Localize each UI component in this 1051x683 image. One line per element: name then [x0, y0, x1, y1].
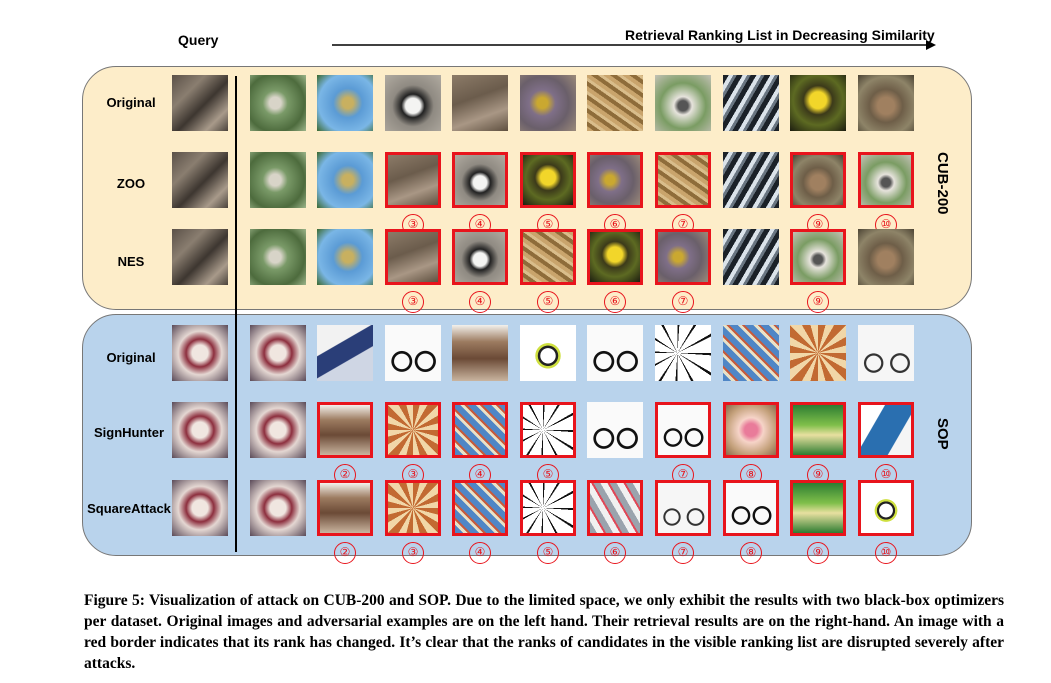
retrieval-image — [655, 229, 711, 285]
retrieval-image — [587, 402, 643, 458]
retrieval-image — [317, 152, 373, 208]
retrieval-image — [858, 325, 914, 381]
retrieval-image — [723, 402, 779, 458]
retrieval-image — [655, 325, 711, 381]
retrieval-image — [250, 75, 306, 131]
retrieval-image — [520, 402, 576, 458]
retrieval-image — [790, 325, 846, 381]
retrieval-image — [790, 402, 846, 458]
retrieval-image — [452, 480, 508, 536]
retrieval-image — [452, 325, 508, 381]
ranking-header: Retrieval Ranking List in Decreasing Sim… — [625, 27, 935, 43]
rank-badge: ⑦ — [672, 291, 694, 313]
retrieval-image — [790, 152, 846, 208]
query-divider — [235, 76, 237, 552]
row-label-cub-zoo: ZOO — [116, 176, 146, 191]
retrieval-image — [858, 75, 914, 131]
retrieval-image — [317, 402, 373, 458]
rank-badge: ⑤ — [537, 291, 559, 313]
retrieval-image — [317, 325, 373, 381]
figure-caption: Figure 5: Visualization of attack on CUB… — [84, 592, 1004, 672]
retrieval-image — [723, 229, 779, 285]
query-image — [172, 480, 228, 536]
retrieval-image — [317, 229, 373, 285]
query-image — [172, 402, 228, 458]
retrieval-image — [317, 480, 373, 536]
query-image — [172, 152, 228, 208]
query-image — [172, 229, 228, 285]
rank-badge: ③ — [402, 542, 424, 564]
retrieval-image — [858, 480, 914, 536]
retrieval-image — [250, 229, 306, 285]
retrieval-image — [655, 480, 711, 536]
row-label-cub-nes: NES — [117, 254, 145, 269]
retrieval-image — [250, 480, 306, 536]
retrieval-image — [317, 75, 373, 131]
row-label-cub-original: Original — [106, 95, 156, 110]
retrieval-image — [385, 480, 441, 536]
rank-badge: ⑨ — [807, 542, 829, 564]
rank-badge: ② — [334, 542, 356, 564]
rank-badge: ⑧ — [740, 542, 762, 564]
query-image — [172, 75, 228, 131]
retrieval-image — [790, 480, 846, 536]
rank-badge: ⑨ — [807, 291, 829, 313]
retrieval-image — [452, 229, 508, 285]
row-label-sop-signhunter: SignHunter — [93, 425, 165, 440]
retrieval-image — [655, 75, 711, 131]
retrieval-image — [790, 229, 846, 285]
retrieval-image — [723, 152, 779, 208]
row-label-sop-original: Original — [106, 350, 156, 365]
row-label-sop-squareattack: SquareAttack — [87, 501, 171, 516]
rank-badge: ⑤ — [537, 542, 559, 564]
retrieval-image — [587, 325, 643, 381]
retrieval-image — [520, 75, 576, 131]
retrieval-image — [587, 229, 643, 285]
retrieval-image — [520, 325, 576, 381]
retrieval-image — [858, 152, 914, 208]
retrieval-image — [587, 75, 643, 131]
retrieval-image — [452, 402, 508, 458]
retrieval-image — [655, 402, 711, 458]
query-header: Query — [178, 32, 219, 48]
retrieval-image — [385, 75, 441, 131]
rank-badge: ⑥ — [604, 291, 626, 313]
rank-badge: ⑥ — [604, 542, 626, 564]
retrieval-image — [250, 402, 306, 458]
rank-badge: ④ — [469, 542, 491, 564]
retrieval-image — [587, 480, 643, 536]
retrieval-image — [723, 480, 779, 536]
rank-badge: ③ — [402, 291, 424, 313]
retrieval-image — [385, 402, 441, 458]
dataset-label-cub-200: CUB-200 — [934, 152, 951, 215]
retrieval-image — [520, 229, 576, 285]
rank-badge: ⑩ — [875, 542, 897, 564]
retrieval-image — [723, 75, 779, 131]
retrieval-image — [452, 152, 508, 208]
retrieval-image — [250, 152, 306, 208]
retrieval-image — [858, 229, 914, 285]
retrieval-image — [655, 152, 711, 208]
retrieval-image — [520, 480, 576, 536]
query-image — [172, 325, 228, 381]
retrieval-image — [452, 75, 508, 131]
rank-badge: ④ — [469, 291, 491, 313]
ranking-arrow — [332, 40, 936, 50]
retrieval-image — [250, 325, 306, 381]
retrieval-image — [587, 152, 643, 208]
retrieval-image — [520, 152, 576, 208]
retrieval-image — [723, 325, 779, 381]
rank-badge: ⑦ — [672, 542, 694, 564]
retrieval-image — [858, 402, 914, 458]
retrieval-image — [385, 325, 441, 381]
retrieval-image — [385, 152, 441, 208]
retrieval-image — [790, 75, 846, 131]
retrieval-image — [385, 229, 441, 285]
dataset-label-sop: SOP — [934, 418, 951, 450]
